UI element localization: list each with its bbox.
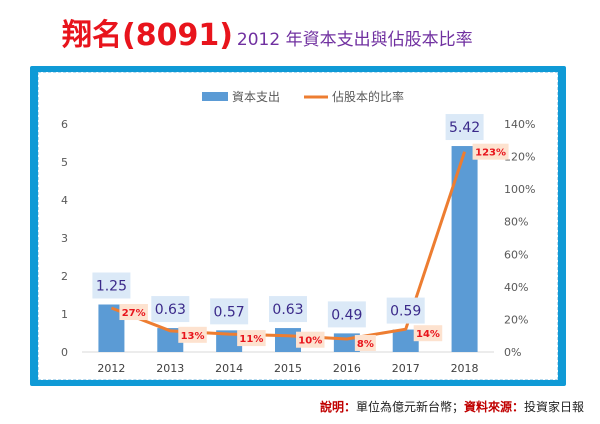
bar-value-label: 5.42 [449,120,480,136]
y-right-tick-label: 60% [504,248,528,261]
pct-label-box [119,304,148,321]
pct-label-box [296,331,325,348]
y-right-tick-label: 40% [504,281,528,294]
title-sub: 2012 年資本支出與佔股本比率 [236,30,473,50]
pct-label: 123% [475,148,506,159]
x-tick-label: 2017 [392,362,420,375]
x-tick-label: 2015 [274,362,302,375]
pct-label-box [413,325,443,342]
pct-label: 14% [416,329,440,340]
y-left-tick-label: 0 [61,346,68,359]
y-left-tick-label: 1 [61,308,68,321]
bar-value-label-box [445,114,484,141]
footer-note: 說明：單位為億元新台幣；資料來源：投資家日報 [320,398,584,415]
x-tick-label: 2016 [333,362,361,375]
pct-label-box [237,330,266,347]
bar-value-label-box [92,272,131,299]
pct-label-box [472,143,509,160]
legend-line-label: 佔股本的比率 [332,89,404,104]
bar-value-label-box [327,301,366,328]
y-left-tick-label: 6 [61,118,68,131]
ratio-line [110,151,466,341]
bar-value-label: 0.63 [155,302,186,318]
bar-value-label-box [269,296,307,323]
bar-value-label: 1.25 [96,279,127,295]
x-tick-label: 2018 [451,362,479,375]
y-left-tick-label: 5 [61,156,68,169]
bar-value-label-box [151,296,190,323]
y-left-tick-label: 2 [61,270,68,283]
bar-value-label: 0.59 [390,304,421,320]
x-tick-label: 2014 [215,362,243,375]
pct-label: 27% [122,308,146,319]
chart-title: 翔名(8091) 2012 年資本支出與佔股本比率 [62,18,473,58]
pct-label-box [178,326,207,343]
x-tick-label: 2013 [156,362,184,375]
note-text: 單位為億元新台幣； [355,400,464,414]
bar-value-label-box [386,297,425,324]
y-right-tick-label: 80% [504,216,528,229]
y-right-tick-label: 0% [504,346,521,359]
bar [392,329,419,352]
source-label: 資料來源： [463,400,524,414]
bar-value-label: 0.49 [331,307,362,323]
bar-value-label: 0.63 [272,302,303,318]
pct-label-box [354,334,376,351]
bar [157,328,184,352]
bar-value-label: 0.57 [214,304,245,320]
title-main: 翔名(8091) [62,18,233,53]
bar-value-label-box [210,298,249,325]
pct-label: 10% [298,336,322,347]
y-right-tick-label: 140% [504,118,535,131]
pct-label: 13% [181,331,205,342]
legend-bar-swatch [202,92,228,101]
y-right-tick-label: 20% [504,313,528,326]
y-left-tick-label: 3 [61,232,68,245]
legend-bar-label: 資本支出 [232,90,280,104]
source-text: 投資家日報 [523,400,584,414]
pct-label: 11% [239,334,263,345]
note-label: 說明： [319,400,356,414]
y-left-tick-label: 4 [61,194,68,207]
y-right-tick-label: 120% [504,151,535,164]
y-right-tick-label: 100% [504,183,535,196]
x-tick-label: 2012 [97,362,125,375]
pct-label: 8% [357,339,374,350]
